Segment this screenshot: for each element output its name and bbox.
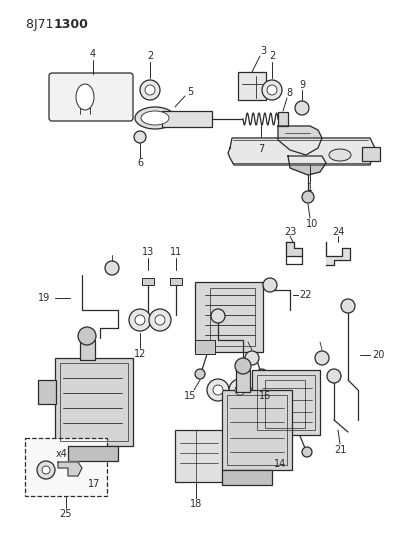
Bar — [278, 112, 288, 126]
Text: 10: 10 — [306, 219, 318, 229]
Bar — [236, 370, 250, 392]
Text: 25: 25 — [60, 509, 72, 519]
Bar — [195, 282, 263, 352]
FancyBboxPatch shape — [49, 73, 133, 121]
Circle shape — [257, 369, 267, 379]
Text: 21: 21 — [334, 445, 346, 455]
Circle shape — [140, 80, 160, 100]
Text: 24: 24 — [332, 227, 344, 237]
Circle shape — [341, 299, 355, 313]
Ellipse shape — [329, 149, 351, 161]
Circle shape — [195, 369, 205, 379]
Bar — [222, 470, 272, 485]
Circle shape — [315, 351, 329, 365]
Bar — [38, 380, 56, 404]
Circle shape — [105, 261, 119, 275]
Bar — [222, 390, 292, 470]
Ellipse shape — [141, 111, 169, 125]
Text: 3: 3 — [260, 46, 266, 56]
Circle shape — [129, 309, 151, 331]
Ellipse shape — [135, 107, 175, 129]
Text: 13: 13 — [142, 247, 154, 257]
Text: 23: 23 — [284, 227, 296, 237]
Circle shape — [267, 85, 277, 95]
Ellipse shape — [76, 84, 94, 110]
Text: 4: 4 — [90, 49, 96, 59]
Bar — [210, 288, 255, 346]
Circle shape — [262, 80, 282, 100]
Text: 18: 18 — [190, 499, 202, 509]
Bar — [252, 370, 320, 435]
Polygon shape — [286, 242, 302, 256]
Text: 8J71: 8J71 — [26, 18, 57, 31]
Circle shape — [235, 358, 251, 374]
Circle shape — [145, 85, 155, 95]
Circle shape — [78, 327, 96, 345]
Polygon shape — [288, 156, 326, 175]
Bar — [25, 438, 107, 496]
Polygon shape — [58, 462, 82, 476]
Bar — [362, 147, 380, 161]
Circle shape — [135, 315, 145, 325]
Circle shape — [211, 309, 225, 323]
Bar — [80, 340, 95, 360]
Bar — [227, 395, 287, 465]
Text: 1300: 1300 — [54, 18, 89, 31]
Circle shape — [245, 351, 259, 365]
Text: 20: 20 — [372, 350, 384, 360]
Text: 6: 6 — [137, 158, 143, 168]
Text: 8: 8 — [286, 88, 292, 98]
Circle shape — [249, 447, 259, 457]
Polygon shape — [228, 138, 375, 165]
Bar — [238, 72, 266, 100]
Circle shape — [207, 379, 229, 401]
Bar — [195, 340, 215, 354]
Circle shape — [213, 385, 223, 395]
Bar — [142, 278, 154, 285]
Bar — [175, 430, 223, 482]
Text: 22: 22 — [299, 290, 311, 300]
Text: 2: 2 — [147, 51, 153, 61]
Text: 19: 19 — [38, 293, 50, 303]
Text: 15: 15 — [184, 391, 196, 401]
Text: 5: 5 — [187, 87, 193, 97]
Circle shape — [235, 385, 245, 395]
Text: 12: 12 — [134, 349, 146, 359]
Circle shape — [42, 466, 50, 474]
Circle shape — [149, 309, 171, 331]
Text: 14: 14 — [274, 459, 286, 469]
Text: 11: 11 — [170, 247, 182, 257]
Text: x4: x4 — [56, 449, 68, 459]
Text: 16: 16 — [259, 391, 271, 401]
Circle shape — [302, 447, 312, 457]
Circle shape — [327, 369, 341, 383]
Circle shape — [229, 379, 251, 401]
Bar — [55, 358, 133, 446]
Text: 2: 2 — [269, 51, 275, 61]
Text: 17: 17 — [88, 479, 100, 489]
Polygon shape — [326, 242, 350, 265]
Bar — [60, 363, 128, 441]
Text: 7: 7 — [258, 144, 264, 154]
Bar — [170, 278, 182, 285]
Circle shape — [295, 101, 309, 115]
Circle shape — [134, 131, 146, 143]
Circle shape — [37, 461, 55, 479]
Circle shape — [155, 315, 165, 325]
Bar — [257, 375, 315, 430]
Bar — [68, 446, 118, 461]
Bar — [162, 111, 212, 127]
Circle shape — [263, 278, 277, 292]
Polygon shape — [278, 126, 322, 155]
Text: 9: 9 — [299, 80, 305, 90]
Bar — [265, 380, 305, 428]
Circle shape — [302, 191, 314, 203]
Text: 1: 1 — [307, 183, 313, 193]
